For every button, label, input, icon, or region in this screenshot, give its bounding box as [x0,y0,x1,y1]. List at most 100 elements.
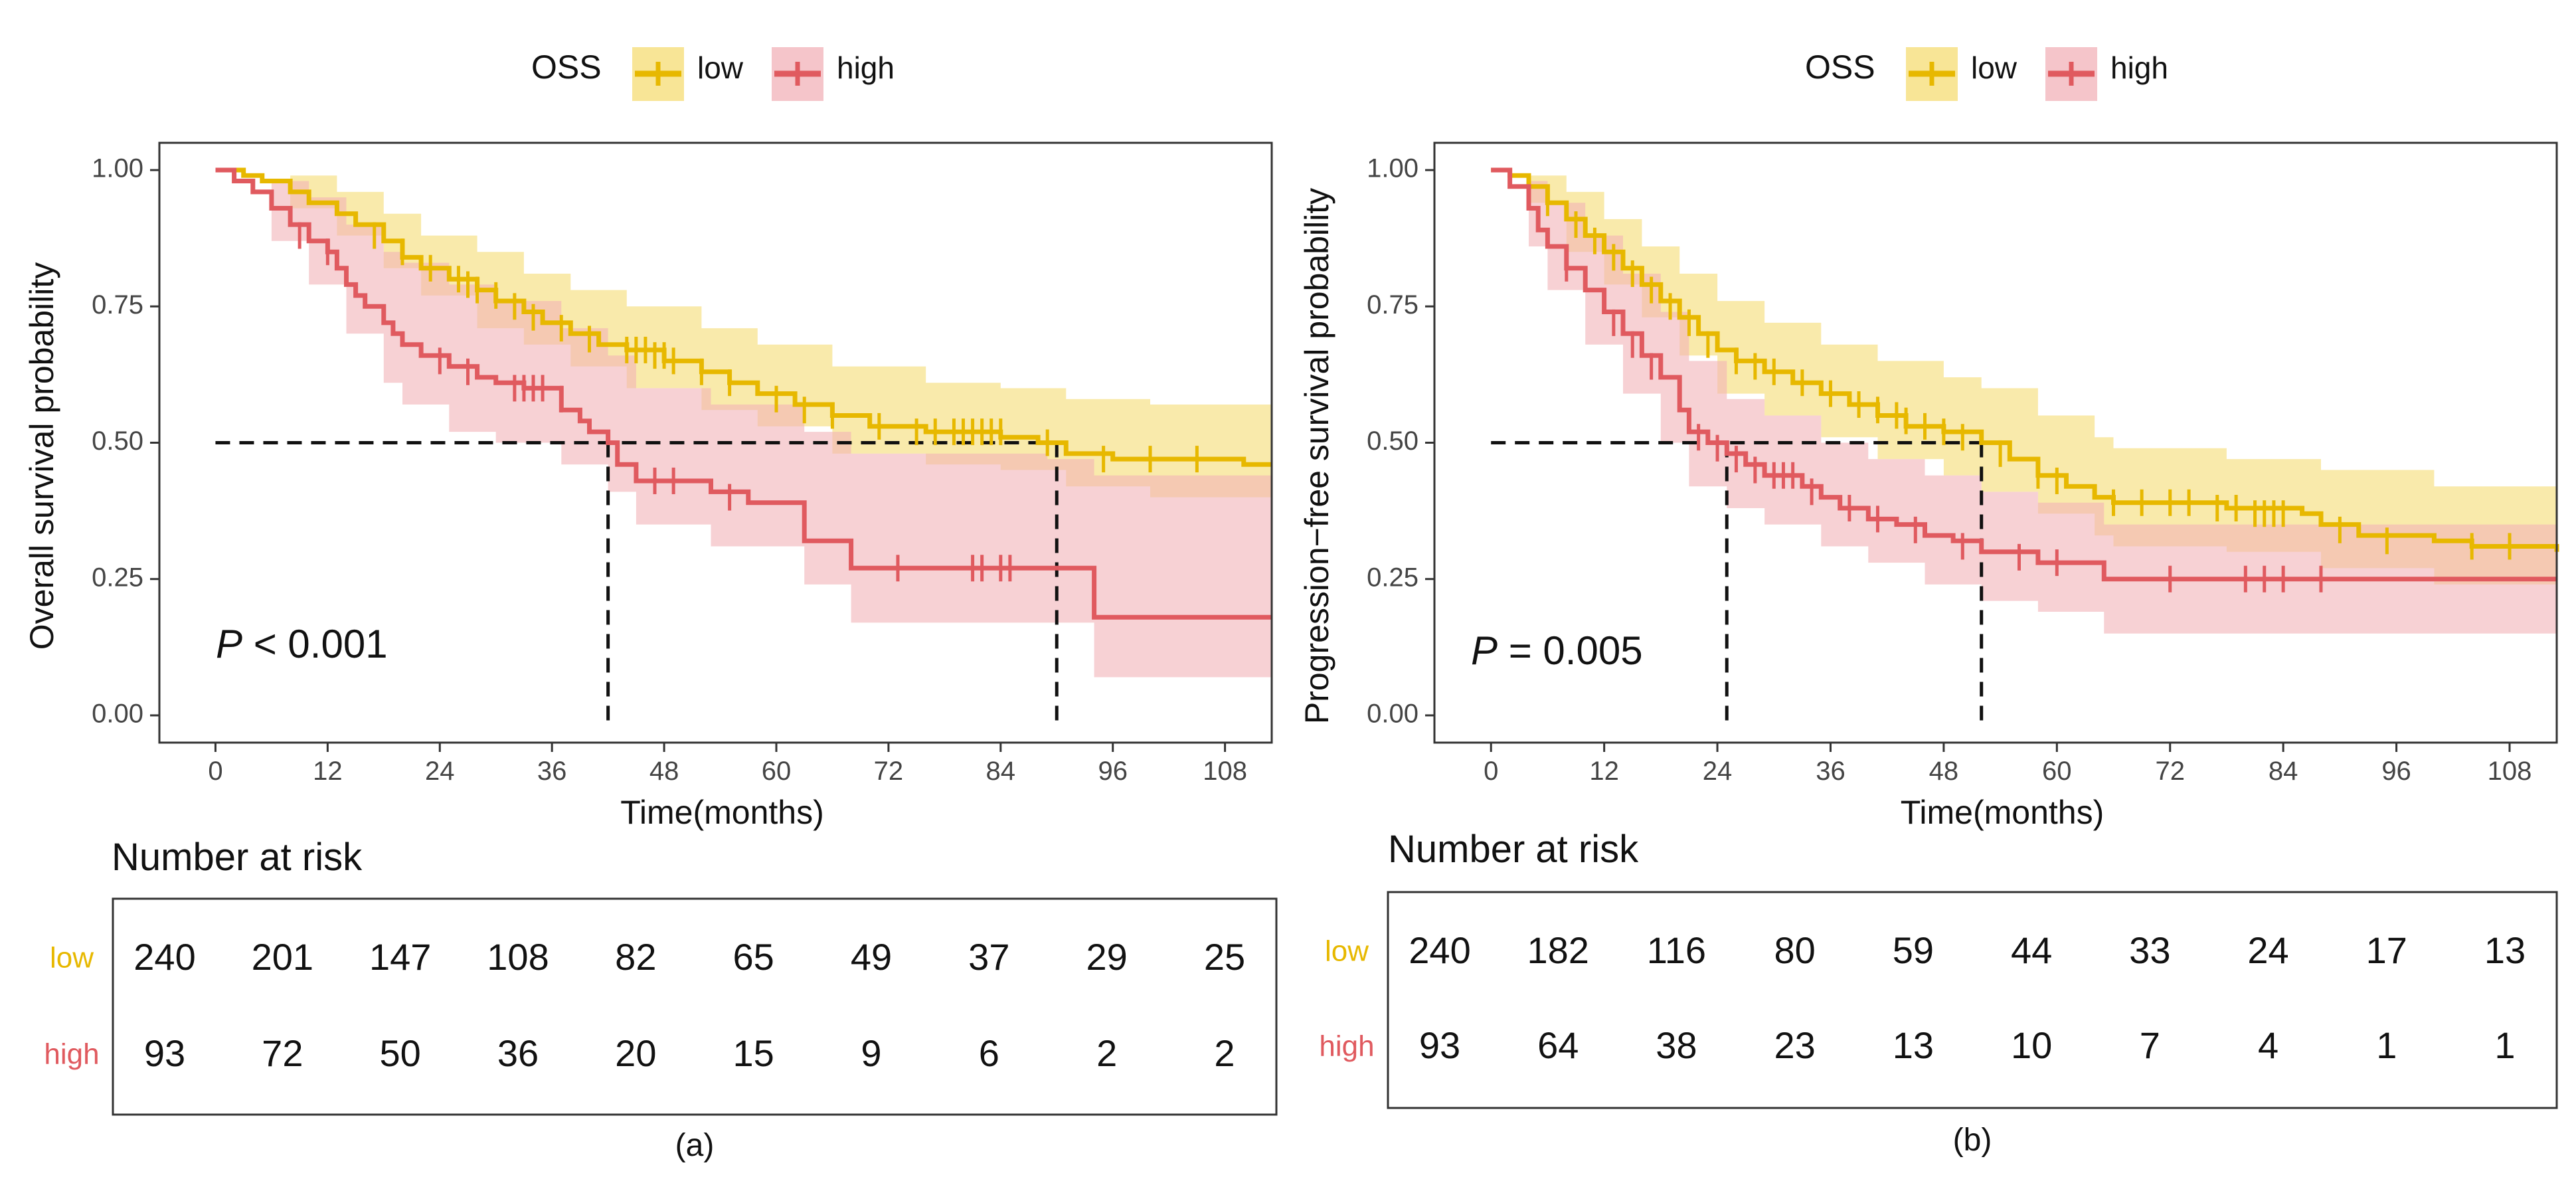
risk-cell: 108 [487,936,549,978]
x-tick-label: 72 [874,757,904,786]
x-tick-label: 108 [2488,757,2532,786]
risk-cell: 4 [2258,1024,2278,1066]
y-axis-title: Overall survival probability [23,262,60,650]
risk-cell: 17 [2366,929,2407,971]
risk-cell: 80 [1774,929,1816,971]
risk-cell: 13 [2484,929,2526,971]
p-value-symbol: P [1471,628,1498,673]
risk-cell: 1 [2494,1024,2515,1066]
p-value-text: = 0.005 [1498,628,1643,673]
risk-cell: 1 [2376,1024,2397,1066]
risk-cell: 37 [968,936,1009,978]
ci-band-high [215,170,1272,678]
y-tick-label: 0.50 [1367,426,1418,456]
risk-cell: 25 [1204,936,1245,978]
panel-b: OSS low high 0.00 0.25 0.50 0.75 1.00 0 12 24 36 48 6… [1298,47,2559,1158]
x-tick-label: 60 [762,757,792,786]
risk-cell: 49 [851,936,892,978]
risk-cell: 6 [979,1032,999,1074]
x-tick-label: 84 [2269,757,2298,786]
x-tick-label: 96 [1098,757,1128,786]
risk-cell: 44 [2011,929,2052,971]
y-tick-label: 0.75 [92,290,143,320]
ci-band-low [1491,170,2557,596]
p-value: P = 0.005 [1471,628,1643,673]
panel-label: (b) [1953,1123,1992,1158]
legend-title: OSS [531,48,602,86]
x-tick-label: 24 [425,757,455,786]
panel-a: OSS low high 0.00 0.25 0.50 0.75 1.00 0 12 24 36 48 6… [23,47,1278,1163]
risk-cell: 240 [1409,929,1470,971]
risk-table-box [112,897,1278,1116]
legend-label-low: low [1971,50,2018,85]
y-tick-label: 0.50 [92,426,143,456]
x-tick-label: 72 [2155,757,2185,786]
risk-cell: 9 [861,1032,881,1074]
y-tick-label: 1.00 [1367,154,1418,183]
risk-cell: 33 [2129,929,2170,971]
y-tick-label: 1.00 [92,154,143,183]
risk-row-label-high: high [1319,1030,1374,1063]
risk-cell: 23 [1774,1024,1816,1066]
legend-key-high [772,47,823,101]
x-tick-label: 84 [986,757,1016,786]
risk-row-label-low: low [1325,935,1369,968]
risk-cell: 7 [2140,1024,2160,1066]
survival-curve-high [215,167,1272,620]
x-axis-title: Time(months) [1901,794,2104,831]
legend-title: OSS [1805,48,1875,86]
risk-row-label-high: high [44,1038,99,1071]
risk-table-title: Number at risk [112,836,363,879]
risk-cell: 15 [733,1032,774,1074]
survival-curve-high [1491,167,2557,582]
risk-cell: 20 [615,1032,656,1074]
risk-cell: 201 [252,936,313,978]
legend-key-low [632,47,684,101]
risk-cell: 36 [497,1032,539,1074]
legend-key-high [2045,47,2097,101]
risk-cell: 2 [1214,1032,1235,1074]
risk-cell: 116 [1647,929,1706,971]
risk-cell: 10 [2011,1024,2052,1066]
risk-cell: 65 [733,936,774,978]
legend: OSS low high [531,47,895,101]
risk-table-box [1387,891,2558,1109]
risk-cell: 64 [1537,1024,1579,1066]
survival-curve-low [1491,167,2559,552]
risk-cell: 93 [1419,1024,1460,1066]
x-tick-label: 24 [1703,757,1733,786]
x-tick-label: 48 [1929,757,1959,786]
x-tick-label: 96 [2381,757,2411,786]
risk-cell: 24 [2247,929,2288,971]
risk-cell: 50 [380,1032,421,1074]
y-tick-label: 0.00 [1367,699,1418,729]
legend-label-high: high [2110,50,2168,85]
legend-label-high: high [837,50,895,85]
risk-cell: 38 [1656,1024,1697,1066]
p-value: P < 0.001 [216,622,388,666]
x-tick-label: 60 [2042,757,2072,786]
risk-cell: 13 [1893,1024,1934,1066]
x-tick-label: 0 [208,757,222,786]
p-value-symbol: P [216,622,242,666]
legend: OSS low high [1805,47,2168,101]
legend-key-low [1906,47,1958,101]
x-tick-label: 0 [1484,757,1498,786]
ci-band-high [1491,170,2557,634]
x-tick-label: 108 [1203,757,1247,786]
p-value-text: < 0.001 [242,622,388,666]
x-tick-label: 12 [1589,757,1619,786]
panel-label: (a) [675,1128,715,1163]
ci-band-low [215,170,1272,514]
risk-cell: 240 [133,936,195,978]
risk-cell: 147 [369,936,431,978]
y-tick-label: 0.00 [92,699,143,729]
risk-cell: 93 [144,1032,185,1074]
x-axis-title: Time(months) [620,794,824,831]
y-tick-label: 0.25 [92,563,143,592]
legend-label-low: low [697,50,744,85]
risk-cell: 29 [1086,936,1128,978]
